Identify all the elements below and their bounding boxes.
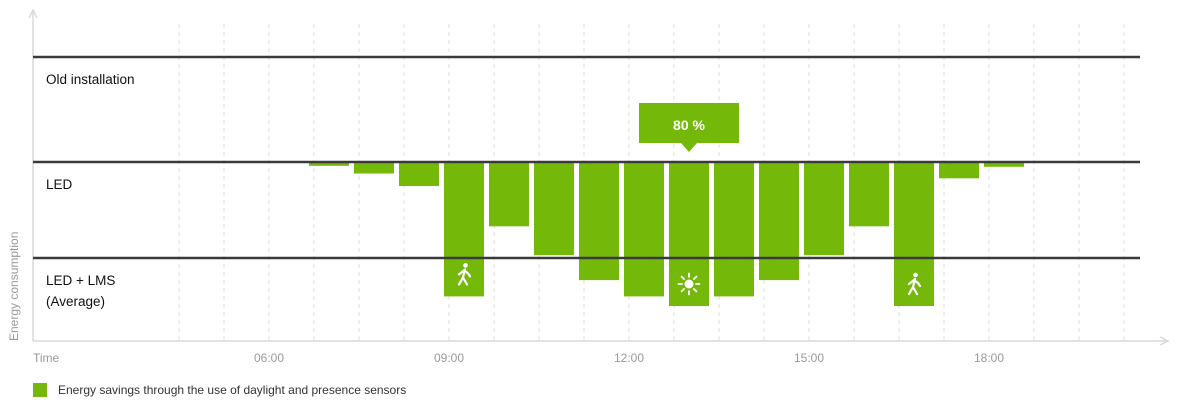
savings-bar (354, 162, 394, 174)
savings-bar (939, 162, 979, 179)
x-axis-label: Time (33, 351, 60, 365)
level-label: LED + LMS (46, 273, 115, 288)
daylight-icon (677, 272, 701, 296)
x-tick-label: 06:00 (254, 351, 284, 365)
savings-bar (804, 162, 844, 256)
x-tick-label: 15:00 (794, 351, 824, 365)
bar-series (309, 162, 1024, 306)
x-tick-label: 12:00 (614, 351, 644, 365)
savings-bar (489, 162, 529, 227)
callout-box (639, 103, 739, 152)
level-label: (Average) (46, 294, 105, 309)
legend-swatch (33, 383, 47, 397)
savings-bar (714, 162, 754, 297)
legend-label: Energy savings through the use of daylig… (58, 383, 407, 397)
energy-chart: Old installation LED LED + LMS (Average) 06… (7, 8, 1170, 365)
savings-bar (534, 162, 574, 256)
y-axis-arrow (28, 8, 38, 19)
x-tick-labels: 06:00 09:00 12:00 15:00 18:00 (254, 351, 1004, 365)
x-tick-label: 18:00 (974, 351, 1004, 365)
savings-bar (624, 162, 664, 297)
callout-label: 80 % (673, 117, 705, 133)
y-axis-label: Energy consumption (7, 232, 21, 341)
savings-bar (579, 162, 619, 281)
presence-icon (907, 272, 922, 296)
level-label: LED (46, 177, 73, 192)
axes (28, 8, 1170, 346)
savings-bar (309, 162, 349, 166)
x-tick-label: 09:00 (434, 351, 464, 365)
legend: Energy savings through the use of daylig… (33, 383, 406, 397)
savings-bar (849, 162, 889, 227)
savings-bar (759, 162, 799, 281)
savings-bar (984, 162, 1024, 167)
level-label: Old installation (46, 72, 135, 87)
x-axis-arrow (1159, 336, 1170, 346)
savings-callout: 80 % (639, 103, 739, 152)
savings-bar (399, 162, 439, 186)
presence-icon (457, 263, 472, 286)
consumption-levels: Old installation LED LED + LMS (Average) (33, 55, 1140, 309)
